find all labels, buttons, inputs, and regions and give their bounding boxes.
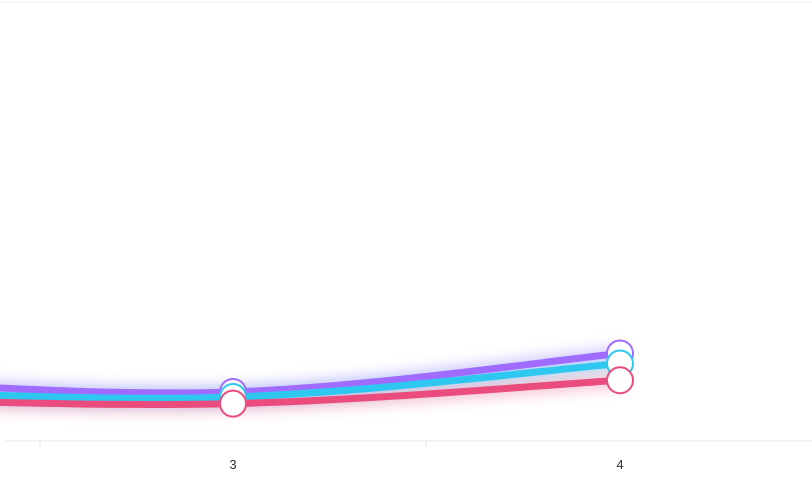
series-2-point[interactable] — [219, 389, 247, 418]
x-tick-label: 4 — [616, 457, 623, 472]
series-2-point[interactable] — [606, 366, 634, 395]
marker-layer — [219, 339, 634, 418]
x-tick-label: 3 — [229, 457, 236, 472]
